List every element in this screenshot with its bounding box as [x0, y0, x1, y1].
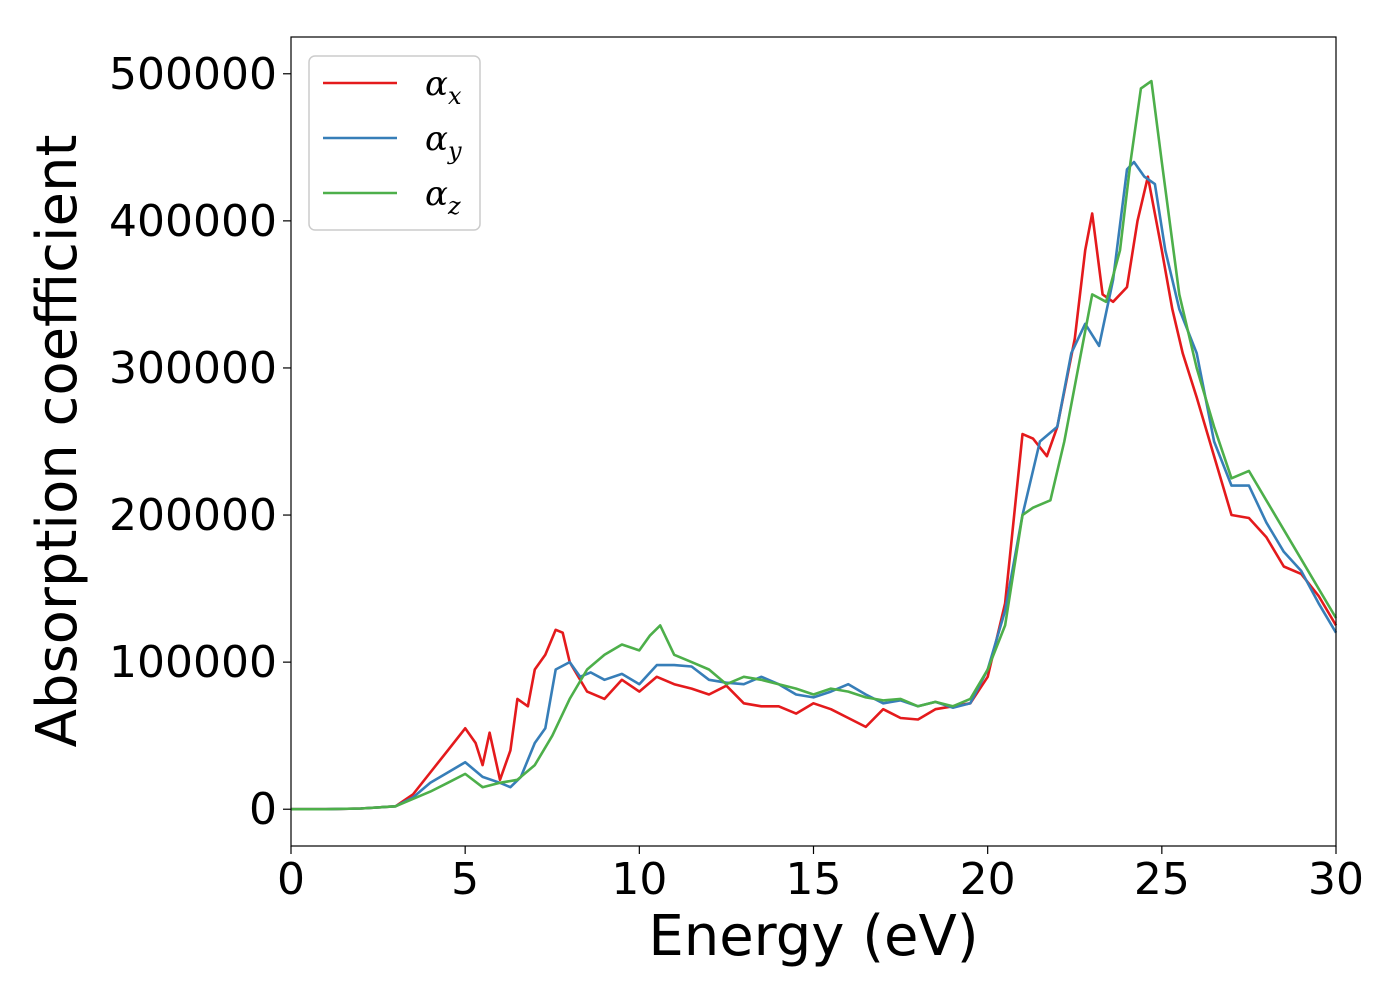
legend-box — [308, 55, 481, 231]
y-tick-label: 300000 — [109, 343, 277, 394]
series-layer — [291, 79, 1338, 811]
y-axis-title: Absorption coefficient — [25, 135, 90, 748]
x-tick-label: 10 — [611, 854, 667, 905]
x-tick-label: 20 — [960, 854, 1016, 905]
y-tick-label: 400000 — [109, 196, 277, 247]
series-line-2 — [291, 79, 1338, 811]
y-tick-label: 500000 — [109, 49, 277, 100]
x-tick-label: 15 — [786, 854, 842, 905]
x-tick-label: 30 — [1308, 854, 1364, 905]
y-tick-label: 0 — [249, 784, 277, 835]
y-tick-label: 100000 — [109, 637, 277, 688]
x-tick-label: 5 — [451, 854, 479, 905]
series-line-0 — [291, 175, 1338, 811]
series-line-1 — [291, 160, 1338, 811]
y-axis-ticks: 0 100000 200000 300000 400000 500000 — [109, 49, 291, 835]
x-axis-title: Energy (eV) — [648, 904, 978, 969]
x-tick-label: 0 — [277, 854, 305, 905]
y-tick-label: 200000 — [109, 490, 277, 541]
x-tick-label: 25 — [1134, 854, 1190, 905]
x-axis-ticks: 0 5 10 15 20 25 30 — [277, 846, 1364, 905]
